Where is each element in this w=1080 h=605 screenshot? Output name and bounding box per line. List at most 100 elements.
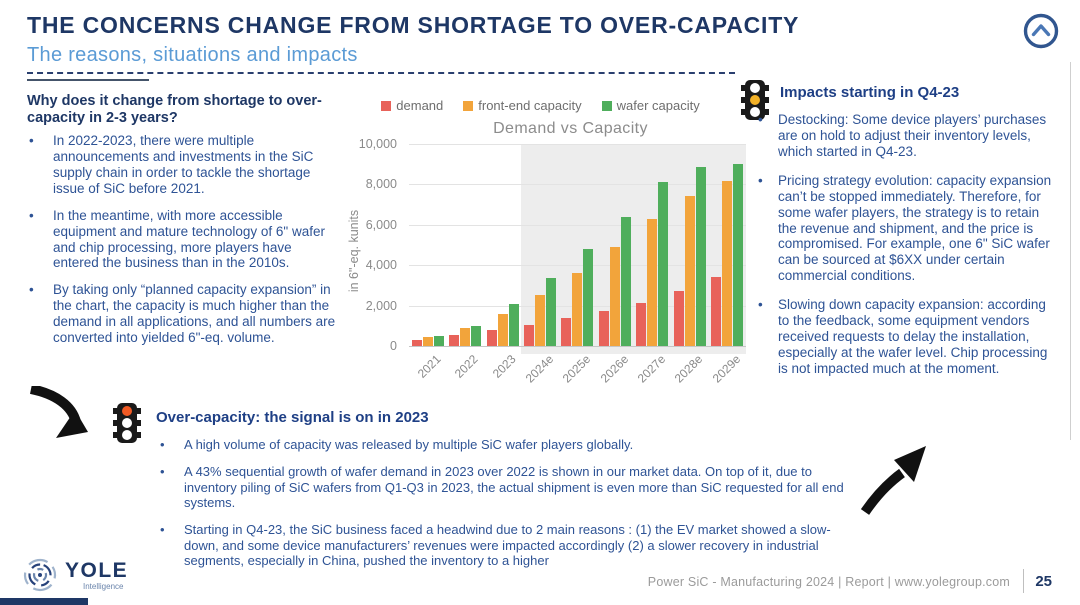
left-panel-heading: Why does it change from shortage to over… <box>27 93 322 127</box>
gridline <box>409 346 746 347</box>
chart-plot <box>409 144 746 354</box>
bullet-item: • A high volume of capacity was released … <box>160 437 850 452</box>
hand-drawn-arrow-up-icon <box>860 446 926 515</box>
y-tick-label: 4,000 <box>365 258 397 273</box>
bullet-text: Destocking: Some device players’ purchas… <box>778 112 1047 159</box>
bar-demand <box>598 310 609 346</box>
forecast-shade-region <box>521 144 746 354</box>
legend-item: wafer capacity <box>601 98 700 113</box>
bar-group-2025e <box>559 249 596 346</box>
bar-wafer-capacity <box>433 336 444 346</box>
logo-subtitle: Intelligence <box>83 581 124 591</box>
legend-swatch <box>463 100 474 111</box>
bullet-text: A 43% sequential growth of wafer demand … <box>184 464 844 510</box>
bullet-text: Starting in Q4-23, the SiC business face… <box>184 522 831 568</box>
bar-wafer-capacity <box>733 164 744 346</box>
x-tick-label: 2029e <box>709 352 744 386</box>
bullet-marker: • <box>160 522 165 538</box>
bar-front-end-capacity <box>535 294 546 346</box>
scroll-top-button[interactable] <box>1022 12 1060 50</box>
bar-front-end-capacity <box>722 181 733 346</box>
bar-demand <box>711 277 722 346</box>
bar-wafer-capacity <box>508 303 519 346</box>
bar-front-end-capacity <box>460 328 471 346</box>
impacts-panel-heading: Impacts starting in Q4-23 <box>780 84 960 101</box>
bullet-marker: • <box>29 207 34 223</box>
bar-front-end-capacity <box>609 247 620 346</box>
y-tick-label: 8,000 <box>365 177 397 192</box>
gridline <box>409 224 746 226</box>
bullet-marker: • <box>160 464 165 480</box>
y-tick-label: 2,000 <box>365 298 397 313</box>
y-tick-label: 0 <box>390 339 397 353</box>
bar-wafer-capacity <box>620 216 631 346</box>
chart-x-labels: 2021 2022 2023 2024e 2025e 2026e 2027e 2028e 202… <box>409 348 746 396</box>
bar-group-2022 <box>446 325 483 346</box>
legend-label: wafer capacity <box>616 98 700 113</box>
bar-group-2026e <box>596 216 633 346</box>
footer-divider <box>1023 569 1024 593</box>
page-title: THE CONCERNS CHANGE FROM SHORTAGE TO OVE… <box>27 12 800 38</box>
left-panel-bullets: • In 2022-2023, there were multiple annou… <box>29 133 337 357</box>
bar-group-2023 <box>484 303 521 346</box>
gridline <box>409 265 746 267</box>
bullet-item: • A 43% sequential growth of wafer demand… <box>160 464 850 510</box>
page-subtitle: The reasons, situations and impacts <box>27 44 358 66</box>
bar-wafer-capacity <box>658 182 669 346</box>
legend-item: demand <box>381 98 443 113</box>
bullet-marker: • <box>758 297 763 313</box>
bar-demand <box>486 329 497 346</box>
traffic-light-red-icon <box>112 401 142 450</box>
bullet-text: Pricing strategy evolution: capacity exp… <box>778 172 1052 284</box>
legend-label: front-end capacity <box>478 98 582 113</box>
demand-vs-capacity-chart: demand front-end capacity wafer capacity D… <box>333 96 748 398</box>
chart-title: Demand vs Capacity <box>493 120 648 137</box>
bar-wafer-capacity <box>471 325 482 346</box>
chevron-up-circle-icon <box>1023 13 1059 49</box>
y-tick-label: 10,000 <box>358 137 397 151</box>
bar-wafer-capacity <box>583 249 594 346</box>
footer-brand-bar <box>0 598 88 605</box>
traffic-light-amber-icon <box>740 78 770 127</box>
bar-demand <box>524 324 535 346</box>
y-tick-label: 6,000 <box>365 217 397 232</box>
overcapacity-panel-bullets: • A high volume of capacity was released … <box>160 437 850 580</box>
chart-legend: demand front-end capacity wafer capacity <box>333 98 748 113</box>
bullet-item: • Destocking: Some device players’ purcha… <box>758 112 1058 160</box>
bullet-text: A high volume of capacity was released b… <box>184 437 634 452</box>
bar-demand <box>411 339 422 346</box>
bullet-item: • In 2022-2023, there were multiple annou… <box>29 133 337 197</box>
bar-wafer-capacity <box>546 278 557 346</box>
bar-demand <box>449 334 460 346</box>
header-divider-dashed <box>27 72 735 74</box>
bullet-marker: • <box>758 172 763 188</box>
bar-front-end-capacity <box>647 218 658 346</box>
bullet-marker: • <box>29 282 34 298</box>
yole-swirl-icon <box>23 558 57 592</box>
bar-front-end-capacity <box>497 313 508 346</box>
bullet-item: • Starting in Q4-23, the SiC business fac… <box>160 522 850 568</box>
bullet-text: Slowing down capacity expansion: accordi… <box>778 297 1048 376</box>
header-divider-solid <box>27 79 149 81</box>
legend-swatch <box>381 100 392 111</box>
impacts-panel-bullets: • Destocking: Some device players’ purcha… <box>758 112 1058 390</box>
gridline <box>409 184 746 186</box>
bar-group-2027e <box>634 182 671 346</box>
gridline <box>409 144 746 145</box>
bar-group-2024e <box>521 278 558 346</box>
bullet-marker: • <box>758 112 763 127</box>
bar-front-end-capacity <box>684 195 695 346</box>
yole-logo: YOLE Intelligence <box>22 557 128 593</box>
bar-group-2028e <box>671 167 708 346</box>
bullet-marker: • <box>160 437 165 452</box>
bullet-text: In the meantime, with more accessible eq… <box>53 207 325 271</box>
bullet-text: By taking only “planned capacity expansi… <box>53 282 336 346</box>
bar-front-end-capacity <box>572 273 583 346</box>
bullet-item: • By taking only “planned capacity expans… <box>29 282 337 346</box>
right-edge-divider <box>1070 62 1071 440</box>
page-number: 25 <box>1035 573 1052 590</box>
legend-swatch <box>601 100 612 111</box>
logo-title: YOLE <box>65 558 129 582</box>
bullet-item: • Pricing strategy evolution: capacity ex… <box>758 173 1058 284</box>
